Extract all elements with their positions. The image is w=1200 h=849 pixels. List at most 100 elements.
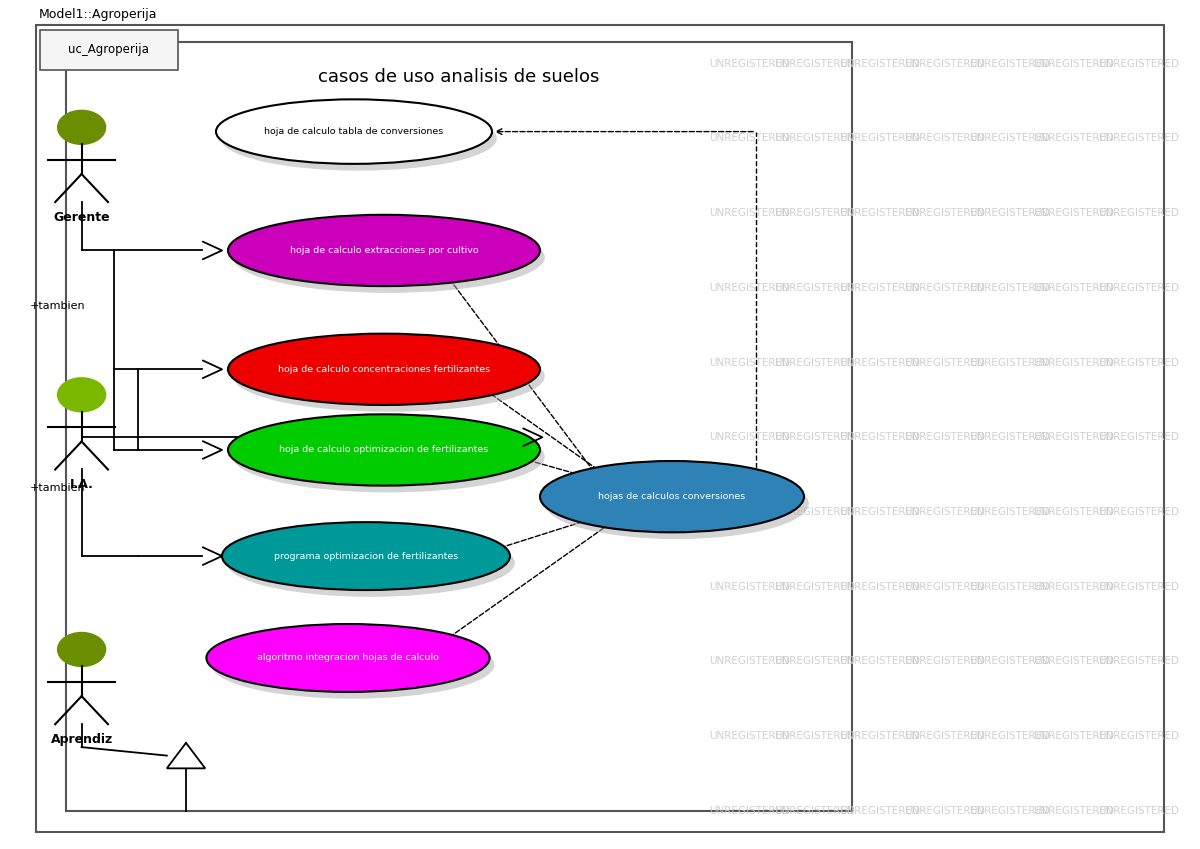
Text: UNREGISTERED: UNREGISTERED (904, 656, 985, 666)
Ellipse shape (540, 461, 804, 532)
Text: UNREGISTERED: UNREGISTERED (774, 357, 856, 368)
Text: UNREGISTERED: UNREGISTERED (1098, 432, 1180, 442)
Ellipse shape (211, 631, 494, 699)
Text: UNREGISTERED: UNREGISTERED (1033, 283, 1115, 293)
Text: UNREGISTERED: UNREGISTERED (774, 582, 856, 592)
Text: UNREGISTERED: UNREGISTERED (709, 357, 791, 368)
Ellipse shape (221, 106, 497, 171)
Text: UNREGISTERED: UNREGISTERED (1098, 731, 1180, 741)
Text: UNREGISTERED: UNREGISTERED (968, 656, 1050, 666)
Text: UNREGISTERED: UNREGISTERED (774, 208, 856, 218)
Text: UNREGISTERED: UNREGISTERED (709, 507, 791, 517)
Text: UNREGISTERED: UNREGISTERED (709, 731, 791, 741)
Circle shape (58, 633, 106, 666)
Text: UNREGISTERED: UNREGISTERED (1033, 432, 1115, 442)
Text: UNREGISTERED: UNREGISTERED (968, 806, 1050, 816)
Polygon shape (167, 743, 205, 768)
Text: UNREGISTERED: UNREGISTERED (709, 133, 791, 143)
Text: UNREGISTERED: UNREGISTERED (1033, 208, 1115, 218)
Ellipse shape (216, 99, 492, 164)
Text: UNREGISTERED: UNREGISTERED (709, 59, 791, 69)
Text: Model1::Agroperija: Model1::Agroperija (38, 8, 157, 21)
Text: UNREGISTERED: UNREGISTERED (1098, 656, 1180, 666)
Ellipse shape (228, 334, 540, 405)
Text: UNREGISTERED: UNREGISTERED (839, 507, 920, 517)
Text: UNREGISTERED: UNREGISTERED (968, 283, 1050, 293)
Text: UNREGISTERED: UNREGISTERED (839, 432, 920, 442)
Text: UNREGISTERED: UNREGISTERED (839, 59, 920, 69)
Text: UNREGISTERED: UNREGISTERED (709, 582, 791, 592)
Text: UNREGISTERED: UNREGISTERED (968, 582, 1050, 592)
Text: UNREGISTERED: UNREGISTERED (904, 582, 985, 592)
Text: UNREGISTERED: UNREGISTERED (904, 208, 985, 218)
Text: UNREGISTERED: UNREGISTERED (968, 731, 1050, 741)
Text: UNREGISTERED: UNREGISTERED (1098, 59, 1180, 69)
Text: UNREGISTERED: UNREGISTERED (1033, 507, 1115, 517)
Text: UNREGISTERED: UNREGISTERED (839, 731, 920, 741)
Text: UNREGISTERED: UNREGISTERED (839, 656, 920, 666)
Text: UNREGISTERED: UNREGISTERED (1098, 133, 1180, 143)
Ellipse shape (227, 529, 515, 597)
Text: UNREGISTERED: UNREGISTERED (1033, 806, 1115, 816)
Text: UNREGISTERED: UNREGISTERED (968, 432, 1050, 442)
Text: UNREGISTERED: UNREGISTERED (1033, 731, 1115, 741)
Ellipse shape (233, 340, 545, 412)
Text: UNREGISTERED: UNREGISTERED (774, 507, 856, 517)
Text: +tambien: +tambien (30, 301, 85, 311)
Text: Aprendiz: Aprendiz (50, 733, 113, 745)
Text: UNREGISTERED: UNREGISTERED (1033, 59, 1115, 69)
Text: UNREGISTERED: UNREGISTERED (1098, 357, 1180, 368)
Text: I.A.: I.A. (70, 478, 94, 491)
Text: UNREGISTERED: UNREGISTERED (839, 208, 920, 218)
Text: UNREGISTERED: UNREGISTERED (904, 283, 985, 293)
Ellipse shape (233, 421, 545, 492)
Text: UNREGISTERED: UNREGISTERED (839, 357, 920, 368)
Circle shape (58, 110, 106, 144)
Text: Gerente: Gerente (53, 211, 110, 223)
Text: UNREGISTERED: UNREGISTERED (1098, 507, 1180, 517)
Text: UNREGISTERED: UNREGISTERED (839, 283, 920, 293)
Text: UNREGISTERED: UNREGISTERED (1098, 582, 1180, 592)
Ellipse shape (206, 624, 490, 692)
Ellipse shape (228, 414, 540, 486)
Text: algoritmo integracion hojas de calculo: algoritmo integracion hojas de calculo (257, 654, 439, 662)
Text: UNREGISTERED: UNREGISTERED (839, 133, 920, 143)
Text: UNREGISTERED: UNREGISTERED (1098, 208, 1180, 218)
Text: hojas de calculos conversiones: hojas de calculos conversiones (599, 492, 745, 501)
Ellipse shape (228, 215, 540, 286)
Text: UNREGISTERED: UNREGISTERED (1098, 806, 1180, 816)
Text: hoja de calculo tabla de conversiones: hoja de calculo tabla de conversiones (264, 127, 444, 136)
Text: UNREGISTERED: UNREGISTERED (904, 432, 985, 442)
Text: UNREGISTERED: UNREGISTERED (968, 133, 1050, 143)
Text: UNREGISTERED: UNREGISTERED (968, 507, 1050, 517)
Text: programa optimizacion de fertilizantes: programa optimizacion de fertilizantes (274, 552, 458, 560)
FancyBboxPatch shape (40, 30, 178, 70)
Text: UNREGISTERED: UNREGISTERED (904, 731, 985, 741)
Text: UNREGISTERED: UNREGISTERED (1033, 133, 1115, 143)
Text: UNREGISTERED: UNREGISTERED (709, 656, 791, 666)
Text: UNREGISTERED: UNREGISTERED (709, 432, 791, 442)
Text: hoja de calculo optimizacion de fertilizantes: hoja de calculo optimizacion de fertiliz… (280, 446, 488, 454)
Text: UNREGISTERED: UNREGISTERED (904, 806, 985, 816)
Text: UNREGISTERED: UNREGISTERED (1033, 582, 1115, 592)
Text: uc_Agroperija: uc_Agroperija (68, 43, 149, 56)
Bar (66, 42, 852, 811)
Circle shape (58, 378, 106, 412)
Text: UNREGISTERED: UNREGISTERED (709, 283, 791, 293)
Text: hoja de calculo extracciones por cultivo: hoja de calculo extracciones por cultivo (289, 246, 479, 255)
Text: UNREGISTERED: UNREGISTERED (774, 432, 856, 442)
Text: UNREGISTERED: UNREGISTERED (709, 208, 791, 218)
Ellipse shape (233, 222, 545, 293)
Text: UNREGISTERED: UNREGISTERED (774, 59, 856, 69)
Text: UNREGISTERED: UNREGISTERED (774, 731, 856, 741)
Text: UNREGISTERED: UNREGISTERED (774, 806, 856, 816)
Text: UNREGISTERED: UNREGISTERED (709, 806, 791, 816)
Text: hoja de calculo concentraciones fertilizantes: hoja de calculo concentraciones fertiliz… (278, 365, 490, 374)
Text: UNREGISTERED: UNREGISTERED (904, 507, 985, 517)
Text: UNREGISTERED: UNREGISTERED (839, 806, 920, 816)
Text: UNREGISTERED: UNREGISTERED (968, 59, 1050, 69)
Text: UNREGISTERED: UNREGISTERED (774, 656, 856, 666)
Text: UNREGISTERED: UNREGISTERED (774, 133, 856, 143)
Text: UNREGISTERED: UNREGISTERED (1033, 656, 1115, 666)
Text: UNREGISTERED: UNREGISTERED (774, 283, 856, 293)
